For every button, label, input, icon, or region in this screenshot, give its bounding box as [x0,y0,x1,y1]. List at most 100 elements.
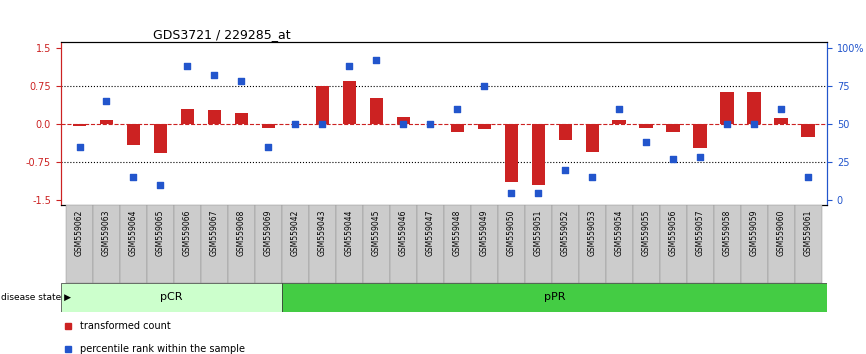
Bar [147,205,174,283]
Bar [282,283,827,312]
Bar [612,120,626,124]
Text: GSM559048: GSM559048 [453,209,462,256]
Point [585,175,599,180]
Point [342,63,356,69]
Point [639,139,653,145]
Point [100,98,113,104]
Bar [154,124,167,153]
Bar [740,205,767,283]
Text: GSM559046: GSM559046 [399,209,408,256]
Text: GSM559061: GSM559061 [804,209,812,256]
Point [774,106,788,112]
Point [666,156,680,162]
Text: GSM559051: GSM559051 [533,209,543,256]
Bar [714,205,740,283]
Text: GSM559062: GSM559062 [75,209,84,256]
Bar [721,92,734,124]
Text: GSM559068: GSM559068 [237,209,246,256]
Point [423,121,437,127]
Bar [120,205,147,283]
Bar [694,124,707,148]
Text: pPR: pPR [544,292,565,302]
Bar [370,98,383,124]
Bar [498,205,525,283]
Bar [235,113,249,124]
Bar [687,205,714,283]
Point [180,63,194,69]
Point [315,121,329,127]
Point [721,121,734,127]
Text: GSM559045: GSM559045 [372,209,381,256]
Bar [774,118,788,124]
Text: GSM559063: GSM559063 [102,209,111,256]
Text: GSM559056: GSM559056 [669,209,678,256]
Bar [73,124,87,126]
Bar [126,124,140,145]
Text: GSM559058: GSM559058 [723,209,732,256]
Bar [66,205,93,283]
Bar [100,120,113,124]
Text: GSM559047: GSM559047 [426,209,435,256]
Bar [552,205,578,283]
Point [153,182,167,188]
Bar [174,205,201,283]
Bar [660,205,687,283]
Bar [525,205,552,283]
Bar [801,124,815,137]
Bar [255,205,282,283]
Bar [585,124,599,152]
Bar [282,205,309,283]
Bar [336,205,363,283]
Bar [181,109,194,124]
Text: GSM559067: GSM559067 [210,209,219,256]
Point [450,106,464,112]
Bar [559,124,572,140]
Point [504,190,518,195]
Text: GSM559055: GSM559055 [642,209,650,256]
Text: GSM559049: GSM559049 [480,209,488,256]
Text: transformed count: transformed count [80,321,171,331]
Text: GSM559054: GSM559054 [615,209,624,256]
Text: disease state ▶: disease state ▶ [1,293,71,302]
Text: GDS3721 / 229285_at: GDS3721 / 229285_at [152,28,290,41]
Point [559,167,572,172]
Bar [532,124,545,185]
Bar [471,205,498,283]
Bar [315,86,329,124]
Point [288,121,302,127]
Text: GSM559043: GSM559043 [318,209,326,256]
Bar [228,205,255,283]
Bar [417,205,444,283]
Point [73,144,87,150]
Text: GSM559069: GSM559069 [264,209,273,256]
Bar [201,205,228,283]
Point [397,121,410,127]
Text: GSM559064: GSM559064 [129,209,138,256]
Text: GSM559060: GSM559060 [777,209,785,256]
Text: pCR: pCR [160,292,183,302]
Bar [795,205,822,283]
Bar [578,205,605,283]
Point [612,106,626,112]
Point [694,155,708,160]
Bar [93,205,120,283]
Bar [450,124,464,132]
Bar [208,110,221,124]
Text: GSM559059: GSM559059 [750,209,759,256]
Text: GSM559042: GSM559042 [291,209,300,256]
Text: percentile rank within the sample: percentile rank within the sample [80,344,245,354]
Point [126,175,140,180]
Text: GSM559044: GSM559044 [345,209,354,256]
Text: GSM559057: GSM559057 [695,209,705,256]
Point [208,72,222,78]
Bar [444,205,471,283]
Point [235,78,249,84]
Text: GSM559052: GSM559052 [561,209,570,256]
Point [262,144,275,150]
Point [747,121,761,127]
Point [370,57,384,63]
Bar [343,81,356,124]
Text: GSM559065: GSM559065 [156,209,165,256]
Bar [363,205,390,283]
Bar [633,205,660,283]
